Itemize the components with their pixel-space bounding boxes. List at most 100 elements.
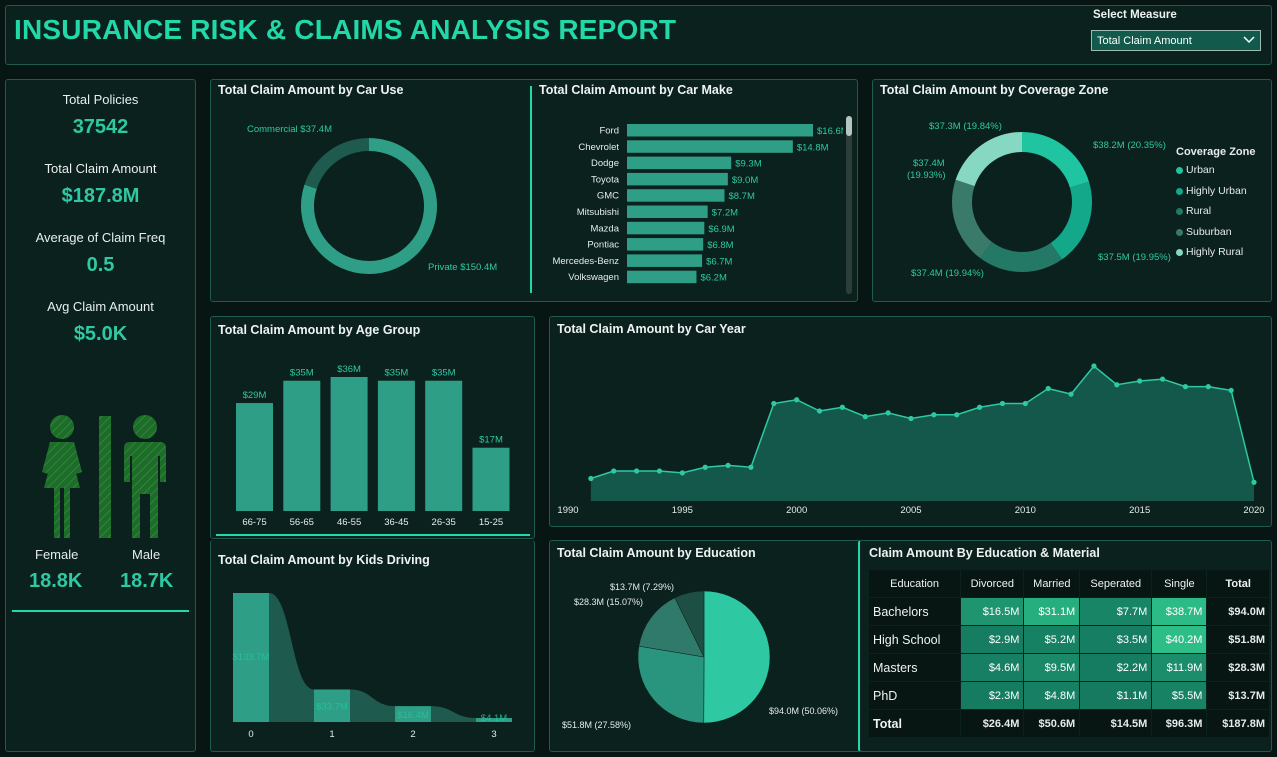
coverage-data-label: $37.5M (19.95%) bbox=[1098, 252, 1171, 263]
age-group-panel: Total Claim Amount by Age Group $29M 66-7… bbox=[210, 316, 535, 539]
matrix-cell: $7.7M bbox=[1079, 597, 1153, 626]
car-year-point bbox=[611, 468, 617, 474]
car-year-point bbox=[656, 468, 663, 474]
car-year-point bbox=[1182, 384, 1188, 390]
car-year-tick-label: 2020 bbox=[1243, 505, 1264, 516]
age-data-label: $29M bbox=[243, 390, 267, 401]
matrix-column-total: $50.6M bbox=[1023, 709, 1081, 738]
kids-tick-label: 0 bbox=[248, 729, 253, 740]
matrix-cell: $11.9M bbox=[1151, 653, 1208, 682]
car-use-label: Commercial $37.4M bbox=[247, 124, 332, 135]
car-make-bar bbox=[627, 254, 703, 267]
kids-panel: Total Claim Amount by Kids Driving $133.… bbox=[210, 540, 535, 752]
kpi-total-claim-label: Total Claim Amount bbox=[44, 161, 157, 176]
car-year-point bbox=[1251, 479, 1257, 485]
legend-dot-icon bbox=[1176, 167, 1183, 174]
car-make-bar bbox=[627, 124, 813, 137]
gender-divider bbox=[99, 416, 111, 538]
education-data-label: $94.0M (50.06%) bbox=[769, 706, 838, 716]
car-make-bar bbox=[627, 238, 704, 251]
car-year-tick-label: 1995 bbox=[672, 505, 693, 516]
car-year-point bbox=[862, 414, 868, 420]
panel-divider bbox=[530, 86, 532, 293]
car-make-data-label: $7.2M bbox=[712, 208, 738, 219]
age-bar bbox=[283, 380, 321, 511]
age-bar bbox=[330, 377, 368, 511]
car-make-bar bbox=[627, 189, 725, 202]
kids-bar bbox=[233, 593, 269, 722]
coverage-legend-item[interactable]: Urban bbox=[1176, 164, 1247, 185]
car-make-bar bbox=[627, 205, 708, 218]
age-group-bar-chart: $29M 66-75 $35M 56-65 $36M 46-55 $35M 36-45 $35M… bbox=[236, 364, 510, 528]
coverage-legend-item[interactable]: Suburban bbox=[1176, 226, 1247, 247]
age-tick-label: 66-75 bbox=[242, 517, 266, 528]
car-make-tick-label: Volkswagen bbox=[568, 272, 619, 283]
car-year-point bbox=[725, 462, 731, 468]
coverage-data-label: $37.3M (19.84%) bbox=[929, 121, 1002, 132]
matrix-grand-total: $187.8M bbox=[1206, 709, 1270, 738]
page-title: INSURANCE RISK & CLAIMS ANALYSIS REPORT bbox=[14, 14, 677, 45]
table-row: Masters $4.6M $9.5M $2.2M $11.9M $28.3M bbox=[867, 653, 1270, 682]
age-tick-label: 15-25 bbox=[479, 517, 503, 528]
car-year-point bbox=[816, 408, 823, 414]
coverage-legend-item[interactable]: Highly Rural bbox=[1176, 246, 1247, 267]
matrix-header-row: Education Divorced Married Seperated Single T… bbox=[867, 569, 1270, 598]
kpi-claim-freq-label: Average of Claim Freq bbox=[35, 230, 166, 245]
kids-bar bbox=[314, 689, 350, 722]
scrollbar-thumb[interactable] bbox=[846, 116, 852, 136]
matrix-cell: $38.7M bbox=[1151, 597, 1208, 626]
legend-dot-icon bbox=[1176, 187, 1183, 195]
car-make-scrollbar[interactable] bbox=[846, 116, 852, 294]
age-bar bbox=[377, 380, 415, 511]
car-year-point bbox=[931, 412, 937, 418]
car-make-data-label: $6.9M bbox=[708, 224, 734, 235]
kids-data-label: $4.1M bbox=[481, 713, 507, 724]
table-row: High School $2.9M $5.2M $3.5M $40.2M $51.8M bbox=[867, 625, 1270, 654]
car-year-point bbox=[634, 468, 640, 474]
education-panel: Total Claim Amount by Education $94.0M (… bbox=[549, 540, 861, 752]
measure-dropdown[interactable]: Total Claim Amount bbox=[1091, 30, 1261, 51]
car-make-bar-chart: Ford $16.6M Chevrolet $14.8M Dodge $9.3M Toyot… bbox=[552, 124, 843, 284]
car-use-title: Total Claim Amount by Car Use bbox=[218, 83, 404, 97]
car-year-point bbox=[999, 400, 1006, 407]
car-year-point bbox=[1022, 400, 1028, 407]
kpi-avg-claim-value: $5.0K bbox=[73, 323, 128, 345]
matrix-cell: $5.5M bbox=[1151, 681, 1208, 710]
age-tick-label: 26-35 bbox=[432, 517, 456, 528]
kids-data-label: $133.7M bbox=[233, 652, 270, 663]
table-row: PhD $2.3M $4.8M $1.1M $5.5M $13.7M bbox=[867, 681, 1270, 710]
kids-title: Total Claim Amount by Kids Driving bbox=[218, 553, 430, 567]
matrix-column-header: Divorced bbox=[960, 569, 1025, 598]
car-year-point bbox=[1114, 382, 1120, 388]
age-bar bbox=[425, 380, 463, 511]
car-make-data-label: $6.2M bbox=[700, 273, 726, 284]
kids-tick-label: 3 bbox=[491, 729, 496, 740]
car-year-point bbox=[1137, 378, 1143, 384]
coverage-legend-item[interactable]: Highly Urban bbox=[1176, 185, 1247, 206]
kpi-total-claim-value: $187.8M bbox=[61, 185, 140, 207]
female-icon bbox=[42, 415, 82, 538]
coverage-legend-item[interactable]: Rural bbox=[1176, 205, 1247, 226]
car-year-point bbox=[588, 475, 594, 482]
car-make-data-label: $14.8M bbox=[797, 142, 829, 153]
education-slice bbox=[638, 597, 705, 658]
car-use-donut-chart: Private $150.4M Commercial $37.4M bbox=[247, 124, 497, 274]
car-year-tick-label: 2010 bbox=[1015, 505, 1036, 516]
select-measure-label: Select Measure bbox=[1093, 9, 1177, 21]
car-year-point bbox=[1045, 385, 1051, 392]
header-panel bbox=[5, 5, 1272, 65]
female-count: 18.8K bbox=[29, 570, 83, 592]
kids-ribbon bbox=[233, 593, 512, 722]
gender-pictogram bbox=[42, 415, 166, 538]
coverage-legend-label: Suburban bbox=[1186, 225, 1232, 238]
car-year-point bbox=[771, 400, 777, 407]
matrix-total-row: Total $26.4M $50.6M $14.5M $96.3M $187.8M bbox=[867, 709, 1270, 738]
matrix-panel: Claim Amount By Education & Material Edu… bbox=[858, 540, 1272, 752]
matrix-column-total: $14.5M bbox=[1079, 709, 1153, 738]
matrix-row-header: Total bbox=[867, 709, 962, 738]
matrix-cell: $9.5M bbox=[1023, 653, 1081, 682]
kpi-underline bbox=[12, 610, 189, 612]
coverage-legend-label: Urban bbox=[1186, 164, 1215, 176]
education-slice bbox=[703, 590, 771, 724]
matrix-column-header: Single bbox=[1151, 569, 1208, 598]
